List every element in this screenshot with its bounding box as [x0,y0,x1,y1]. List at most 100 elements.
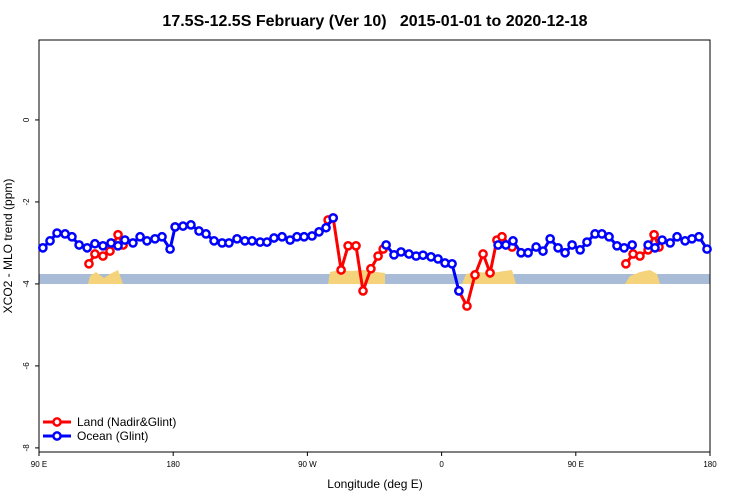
point [702,244,712,254]
point [314,227,324,237]
point [82,242,93,253]
point [170,222,180,232]
point [336,265,346,275]
point [84,258,94,269]
point [418,250,428,261]
point [366,263,376,274]
x-tick-label: 90 W [298,460,317,469]
point [358,286,368,296]
point [67,231,77,242]
x-tick-label: 90 E [31,460,47,469]
point [351,240,361,251]
point [105,246,115,256]
x-tick-label: 180 [703,460,717,469]
point [582,237,592,247]
point [694,231,704,242]
legend: Land (Nadir&Glint)Ocean (Glint) [43,415,176,443]
point [497,231,507,242]
point [135,231,145,242]
point [178,221,188,231]
point [501,240,511,250]
point [470,270,480,280]
point [650,242,660,253]
point [328,213,339,223]
point [635,251,645,261]
point [201,229,211,239]
y-axis-label: XCO2 - MLO trend (ppm) [1,179,15,314]
point [553,242,563,253]
point [485,268,495,278]
land-band [328,270,385,284]
point [627,240,638,250]
point [98,240,108,251]
point [232,233,242,244]
point [649,229,659,240]
point [120,235,130,245]
point [545,233,556,244]
point [604,231,614,242]
point [90,249,100,259]
land-band [88,270,123,284]
point [142,236,152,246]
point [269,233,279,243]
point [186,220,196,230]
point [299,231,309,242]
point [113,240,123,251]
point [433,254,443,264]
point [531,242,541,252]
point [38,242,48,253]
point [45,236,55,246]
point [157,231,167,242]
x-tick-label: 90 E [568,460,584,469]
point [560,247,570,258]
point [224,238,234,248]
point [277,231,287,242]
point [672,231,682,242]
point [538,246,548,256]
point [321,222,331,233]
point [373,251,383,261]
point [262,237,272,247]
point [247,236,257,246]
point [381,240,391,250]
point [454,286,464,296]
point [113,229,123,240]
y-tick-label: 0 [22,117,31,122]
point [128,238,138,248]
y-tick-label: -2 [22,198,31,206]
legend-marker [52,417,62,427]
point [165,244,175,254]
legend-label: Land (Nadir&Glint) [77,415,176,429]
y-tick-label: -8 [22,444,31,452]
point [209,236,219,246]
legend-label: Ocean (Glint) [77,429,148,443]
point [478,249,488,259]
point [567,240,577,250]
point [665,238,676,248]
point [462,301,472,311]
point [447,258,457,269]
y-tick-label: -4 [22,280,31,288]
legend-marker [52,431,62,441]
point [493,240,503,250]
x-tick-label: 0 [439,460,444,469]
point [508,236,518,246]
point [396,247,406,257]
point [343,240,353,251]
point [307,231,317,241]
point [52,228,62,238]
chart-title: 17.5S-12.5S February (Ver 10) 2015-01-01… [162,13,587,30]
x-tick-label: 180 [167,460,181,469]
point [621,258,631,269]
point [619,242,629,253]
point [90,238,100,249]
land-band [625,270,660,284]
point [98,251,108,261]
point [657,235,667,245]
point [575,245,585,255]
point [74,240,84,250]
y-tick-label: -6 [22,362,31,370]
x-axis-label: Longitude (deg E) [327,477,422,491]
point [523,247,533,258]
